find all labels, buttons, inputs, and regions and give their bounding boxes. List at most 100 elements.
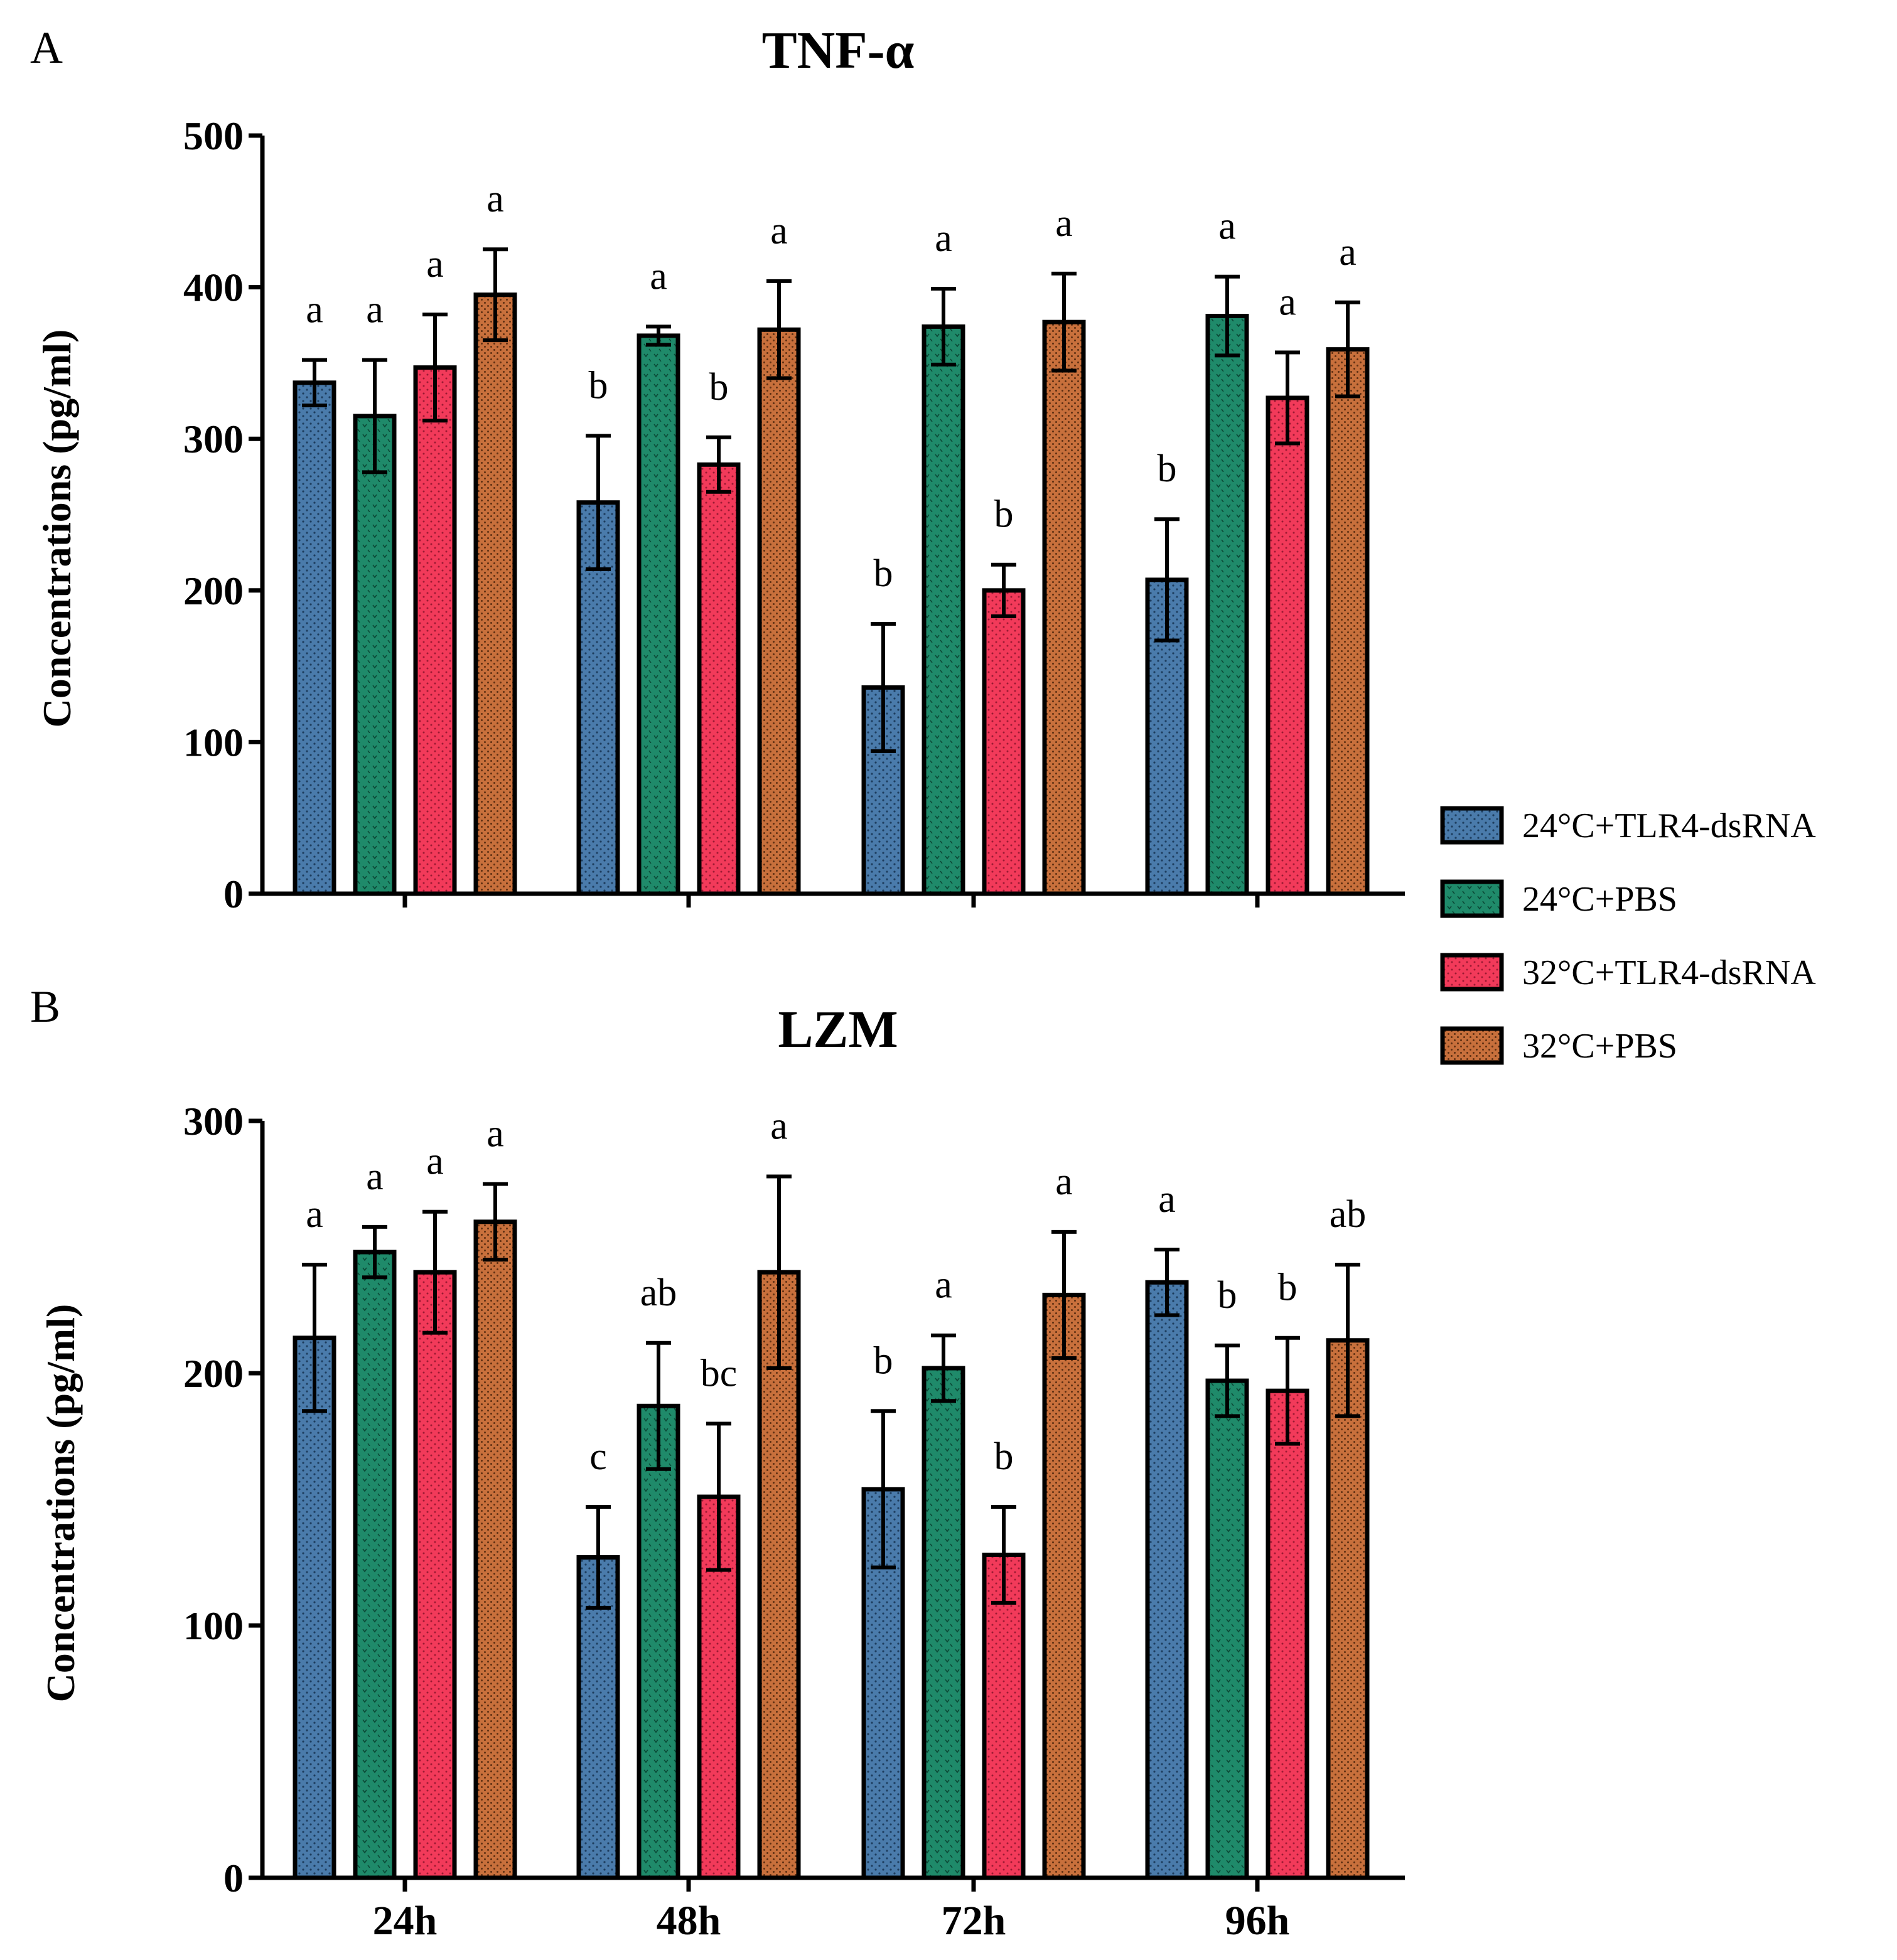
legend-label: 32°C+TLR4-dsRNA [1522, 953, 1816, 992]
legend-item: 24°C+TLR4-dsRNA [1440, 806, 1816, 845]
error-bar [871, 621, 896, 753]
chart-title: TNF-α [762, 21, 915, 80]
bar [922, 324, 965, 896]
bar [1042, 1292, 1086, 1880]
y-tick-label: 200 [183, 569, 244, 613]
x-tick-label: 72h [942, 1898, 1006, 1944]
bar [697, 462, 741, 896]
error-bar [1335, 300, 1360, 399]
legend-label: 24°C+PBS [1522, 880, 1677, 919]
legend-label: 32°C+PBS [1522, 1027, 1677, 1066]
significance-letter: b [1278, 1267, 1298, 1309]
significance-letter: b [1218, 1274, 1237, 1317]
bar [1205, 314, 1249, 896]
error-bar [991, 1505, 1016, 1605]
error-bar [766, 279, 792, 380]
legend-swatch [1440, 806, 1504, 845]
error-bar [586, 434, 611, 571]
significance-letter: b [874, 552, 893, 595]
bar [922, 1366, 965, 1880]
significance-letter: a [306, 1193, 323, 1236]
x-ticks [402, 894, 1260, 908]
significance-letter: a [650, 255, 667, 297]
bar [1266, 1388, 1309, 1880]
error-bar [646, 1341, 671, 1471]
error-bar [706, 435, 731, 494]
significance-letter: a [426, 1140, 444, 1183]
significance-letter: a [770, 210, 788, 252]
significance-letter: ab [1330, 1193, 1367, 1236]
bar [1326, 347, 1370, 896]
bar [353, 414, 397, 896]
significance-letter: a [486, 178, 504, 220]
y-tick-label: 300 [183, 1099, 244, 1143]
error-bar [766, 1174, 792, 1370]
error-bar [871, 1409, 896, 1570]
chart-title: LZM [778, 1000, 898, 1059]
axes [260, 1121, 1405, 1880]
x-tick-label: 24h [373, 1898, 438, 1944]
significance-letter: c [589, 1435, 607, 1478]
error-bar [362, 1224, 387, 1280]
legend-item: 24°C+PBS [1440, 879, 1677, 919]
significance-letter: b [709, 366, 729, 409]
error-bar [1275, 1336, 1300, 1446]
error-bar [483, 1182, 508, 1262]
y-axis-label: Concentrations (pg/ml) [38, 1304, 83, 1703]
significance-letter: a [426, 243, 444, 286]
legend-item: 32°C+TLR4-dsRNA [1440, 953, 1816, 992]
error-bar [483, 247, 508, 343]
bar [413, 365, 457, 896]
error-bar [1215, 274, 1240, 358]
significance-letter: a [486, 1113, 504, 1155]
x-tick-label: 96h [1225, 1898, 1290, 1944]
error-bar [931, 287, 956, 367]
bar [293, 1336, 336, 1880]
significance-letter: a [1055, 202, 1073, 245]
legend-item: 32°C+PBS [1440, 1026, 1677, 1066]
y-ticks: 0 100 200 300 [183, 1099, 262, 1900]
x-ticks: 24h 48h 72h 96h [373, 1878, 1290, 1944]
y-tick-label: 300 [183, 417, 244, 461]
significance-letter: a [770, 1105, 788, 1147]
error-bar [1154, 1248, 1180, 1317]
error-bar [302, 1263, 327, 1413]
axes [260, 136, 1405, 896]
error-bar [586, 1505, 611, 1610]
legend-swatch [1440, 879, 1504, 918]
y-tick-label: 100 [183, 1604, 244, 1648]
bar [1326, 1338, 1370, 1880]
significance-letter: a [935, 217, 952, 260]
significance-letter: bc [701, 1352, 738, 1395]
error-bar [362, 358, 387, 474]
bar [413, 1270, 457, 1880]
significance-letter: b [994, 493, 1014, 536]
y-tick-label: 0 [223, 1856, 244, 1900]
bar [637, 333, 680, 896]
significance-letter: b [1158, 447, 1177, 490]
error-bar [1154, 517, 1180, 643]
significance-letter: ab [640, 1272, 677, 1314]
error-bar [1335, 1263, 1360, 1418]
bar [637, 1403, 680, 1880]
panel-b: B LZM Concentrations (pg/ml) 0100200300 … [30, 982, 1405, 1944]
error-bar [1275, 350, 1300, 446]
error-bar [646, 324, 671, 347]
significance-letter: b [589, 364, 608, 407]
bar [1042, 319, 1086, 896]
error-bar [1215, 1343, 1240, 1418]
bar [1205, 1378, 1249, 1880]
significance-letter: b [874, 1339, 893, 1382]
significance-letter: a [306, 289, 323, 331]
y-tick-label: 200 [183, 1351, 244, 1396]
bar [293, 380, 336, 896]
y-tick-label: 0 [223, 872, 244, 916]
significance-letter: a [366, 1155, 384, 1198]
legend-swatch [1440, 953, 1504, 992]
panel-letter: B [30, 982, 60, 1032]
error-bar [991, 562, 1016, 618]
significance-letter: a [366, 289, 384, 331]
significance-letter: a [935, 1264, 952, 1307]
